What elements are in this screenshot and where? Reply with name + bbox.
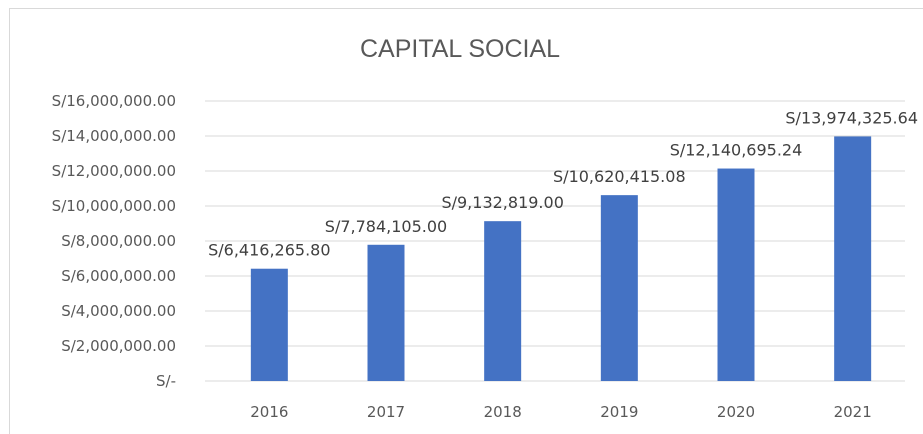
data-label: S/7,784,105.00: [325, 217, 447, 236]
y-tick-label: S/4,000,000.00: [61, 302, 176, 320]
data-label: S/9,132,819.00: [441, 193, 563, 212]
gridlines: [205, 100, 905, 382]
y-tick-label: S/10,000,000.00: [52, 197, 176, 215]
bar: [600, 195, 638, 381]
bar: [484, 221, 522, 381]
x-tick-label: 2020: [717, 403, 755, 421]
y-tick-label: S/2,000,000.00: [61, 337, 176, 355]
y-tick-label: S/16,000,000.00: [52, 92, 176, 110]
chart-frame: [9, 8, 923, 434]
data-label: S/12,140,695.24: [670, 141, 803, 160]
y-tick-label: S/14,000,000.00: [52, 127, 176, 145]
x-tick-label: 2019: [600, 403, 638, 421]
y-tick-label: S/8,000,000.00: [61, 232, 176, 250]
x-tick-label: 2016: [250, 403, 288, 421]
bar: [367, 244, 405, 381]
bar: [717, 168, 755, 381]
x-axis-tick-labels: 2016 2017 2018 2019 2020 2021: [250, 403, 872, 421]
y-tick-label: S/-: [156, 372, 176, 390]
y-tick-label: S/12,000,000.00: [52, 162, 176, 180]
bars: [250, 136, 872, 381]
x-tick-label: 2018: [484, 403, 522, 421]
data-labels: S/6,416,265.80 S/7,784,105.00 S/9,132,819.…: [208, 108, 918, 259]
chart-title: CAPITAL SOCIAL: [360, 35, 560, 63]
y-axis-tick-labels: S/- S/2,000,000.00 S/4,000,000.00 S/6,000,0…: [52, 92, 176, 390]
bar: [250, 268, 288, 381]
data-label: S/13,974,325.64: [785, 108, 918, 127]
y-tick-label: S/6,000,000.00: [61, 267, 176, 285]
bar: [834, 136, 872, 381]
x-tick-label: 2021: [834, 403, 872, 421]
x-tick-label: 2017: [367, 403, 405, 421]
data-label: S/6,416,265.80: [208, 241, 330, 260]
data-label: S/10,620,415.08: [553, 167, 686, 186]
